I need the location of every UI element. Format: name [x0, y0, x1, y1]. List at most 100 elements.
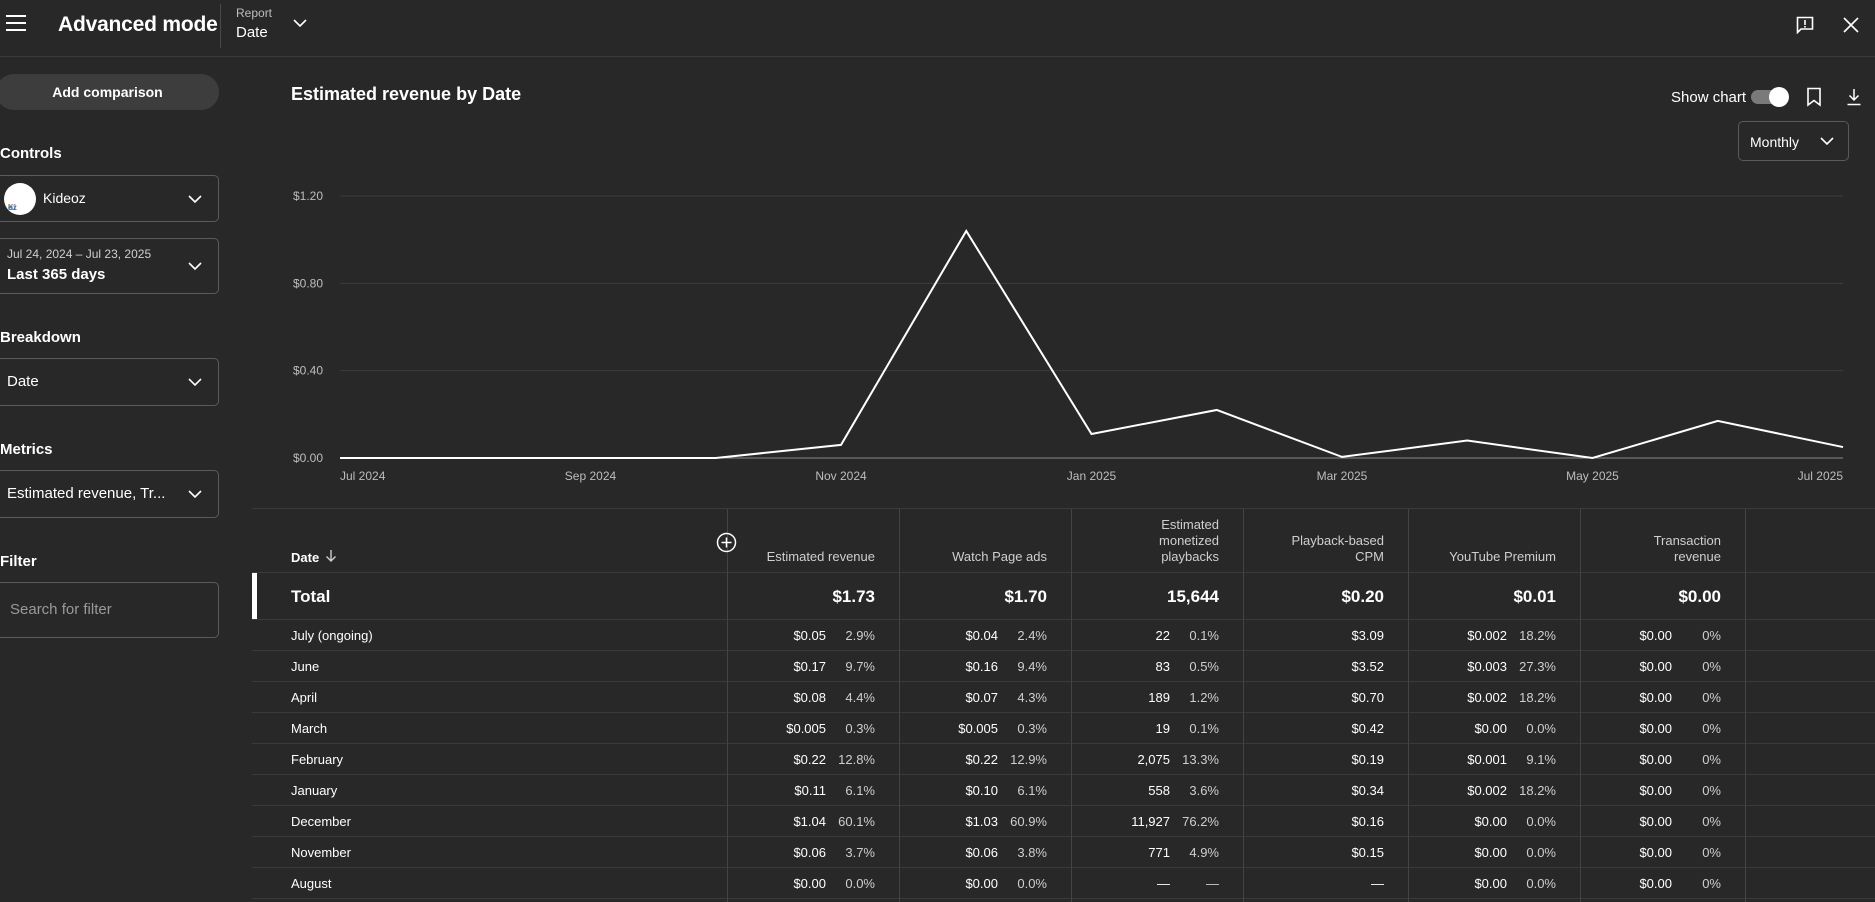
x-tick-label: Jan 2025: [1067, 469, 1117, 483]
cell-value: 83: [1155, 659, 1170, 674]
divider: [220, 4, 221, 48]
date-column-header[interactable]: Date: [291, 550, 320, 565]
cell-value: $0.06: [793, 845, 826, 860]
bookmark-icon[interactable]: [1806, 87, 1822, 107]
cell-value: 11,927: [1131, 814, 1170, 829]
total-bottom-border: [252, 619, 1875, 620]
cell-value: $0.00: [1639, 845, 1672, 860]
cell-value: $0.005: [958, 721, 998, 736]
cell-value: 558: [1148, 783, 1170, 798]
download-icon[interactable]: [1846, 88, 1862, 106]
cell-value: $0.16: [965, 659, 998, 674]
report-selector[interactable]: Date: [236, 24, 268, 41]
cell-value: $0.001: [1467, 752, 1507, 767]
chevron-down-icon[interactable]: [293, 18, 307, 28]
total-value: $0.01: [1513, 587, 1556, 606]
total-label: Total: [291, 587, 331, 606]
total-value: $1.70: [1004, 587, 1047, 606]
column-header[interactable]: Transaction revenue: [1654, 533, 1721, 565]
row-date: July (ongoing): [291, 628, 373, 643]
cell-percent: 2.4%: [1017, 628, 1047, 643]
toggle-knob: [1769, 87, 1789, 107]
column-header[interactable]: Playback-based CPM: [1292, 533, 1385, 565]
row-date: December: [291, 814, 351, 829]
column-header[interactable]: Watch Page ads: [952, 549, 1047, 565]
chevron-down-icon: [1820, 137, 1834, 146]
x-tick-label: Mar 2025: [1317, 469, 1368, 483]
column-header[interactable]: Estimated revenue: [767, 549, 875, 565]
page-title: Advanced mode: [58, 13, 218, 36]
metrics-selector[interactable]: Estimated revenue, Tr...: [0, 470, 219, 518]
channel-selector[interactable]: Ki d e oz Kideoz: [0, 175, 219, 222]
arrow-down-icon[interactable]: [325, 549, 337, 568]
hamburger-icon[interactable]: [6, 15, 28, 33]
column-header-label: Playback-based: [1291, 533, 1385, 548]
row-divider: [252, 774, 1875, 775]
column-header-label: Transaction: [1653, 533, 1721, 548]
show-chart-toggle[interactable]: [1751, 87, 1789, 107]
row-divider: [252, 712, 1875, 713]
cell-percent: 3.8%: [1017, 845, 1047, 860]
period-selector[interactable]: Monthly: [1738, 121, 1849, 161]
add-comparison-button[interactable]: Add comparison: [0, 74, 219, 110]
cell-percent: 0.0%: [1526, 845, 1556, 860]
cell-value: $0.05: [793, 628, 826, 643]
cell-value: $0.00: [1639, 659, 1672, 674]
cell-percent: 4.9%: [1189, 845, 1219, 860]
column-header[interactable]: Estimated monetized playbacks: [1159, 517, 1219, 565]
filter-input[interactable]: Search for filter: [0, 582, 219, 638]
row-date: March: [291, 721, 328, 736]
column-header-label: YouTube Premium: [1449, 549, 1556, 564]
date-range-selector[interactable]: Jul 24, 2024 – Jul 23, 2025 Last 365 day…: [0, 238, 219, 294]
breakdown-value: Date: [7, 373, 39, 390]
cell-percent: 0.0%: [1526, 876, 1556, 891]
row-divider: [252, 867, 1875, 868]
cell-percent: 0%: [1702, 628, 1721, 643]
cell-percent: 18.2%: [1519, 690, 1556, 705]
filter-placeholder: Search for filter: [10, 601, 112, 618]
cell-percent: 60.9%: [1010, 814, 1047, 829]
cell-percent: 0.3%: [845, 721, 875, 736]
channel-name: Kideoz: [43, 190, 86, 206]
channel-logo: Ki d e oz: [4, 183, 36, 215]
cell-percent: 9.4%: [1017, 659, 1047, 674]
total-row-indicator: [252, 573, 257, 619]
y-tick-label: $1.20: [293, 189, 323, 203]
breakdown-selector[interactable]: Date: [0, 358, 219, 406]
cell-percent: 0.1%: [1189, 628, 1219, 643]
add-circle-icon[interactable]: [716, 532, 737, 558]
date-range-sub: Jul 24, 2024 – Jul 23, 2025: [7, 247, 152, 261]
cell-value: $0.22: [965, 752, 998, 767]
cell-value: 22: [1155, 628, 1170, 643]
column-header-label: Estimated revenue: [766, 549, 875, 564]
cell-percent: 27.3%: [1519, 659, 1556, 674]
close-icon[interactable]: [1843, 17, 1859, 33]
x-tick-label: Sep 2024: [565, 469, 617, 483]
show-chart-label: Show chart: [1671, 89, 1747, 106]
cell-value: $0.00: [1639, 876, 1672, 891]
chart-title: Estimated revenue by Date: [291, 84, 522, 104]
cell-percent: 18.2%: [1519, 628, 1556, 643]
cell-value: $0.00: [1639, 752, 1672, 767]
cell-percent: 9.7%: [845, 659, 875, 674]
cell-value: $0.70: [1351, 690, 1384, 705]
column-header[interactable]: YouTube Premium: [1449, 549, 1556, 565]
feedback-icon[interactable]: [1796, 16, 1814, 34]
cell-percent: 12.9%: [1010, 752, 1047, 767]
cell-percent: 12.8%: [838, 752, 875, 767]
cell-percent: 3.7%: [845, 845, 875, 860]
cell-percent: 0%: [1702, 752, 1721, 767]
cell-value: $0.42: [1351, 721, 1384, 736]
metrics-heading: Metrics: [0, 441, 53, 458]
cell-value: $0.00: [793, 876, 826, 891]
chevron-down-icon: [188, 194, 202, 203]
row-date: April: [291, 690, 318, 705]
cell-percent: 0.5%: [1189, 659, 1219, 674]
cell-percent: 1.2%: [1189, 690, 1219, 705]
y-tick-label: $0.00: [293, 451, 323, 465]
cell-percent: 0.0%: [1526, 721, 1556, 736]
cell-percent: 0%: [1702, 876, 1721, 891]
x-tick-label: Nov 2024: [815, 469, 867, 483]
column-divider: [1243, 509, 1244, 902]
column-header-label: CPM: [1355, 549, 1384, 564]
